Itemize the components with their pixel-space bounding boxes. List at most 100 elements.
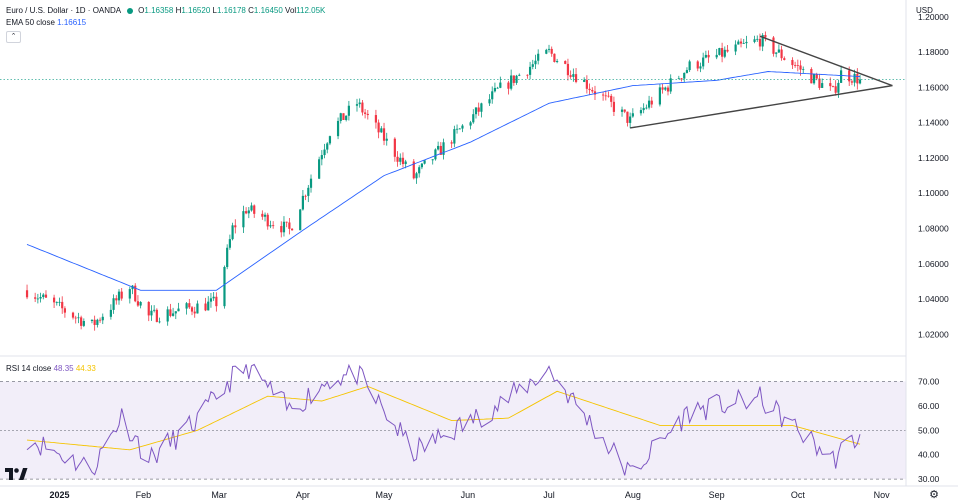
- candle[interactable]: [629, 112, 632, 129]
- candle[interactable]: [377, 119, 380, 139]
- gear-icon[interactable]: ⚙: [929, 489, 939, 501]
- candle[interactable]: [34, 292, 37, 303]
- candle[interactable]: [528, 61, 532, 80]
- candle[interactable]: [401, 152, 405, 168]
- candle[interactable]: [704, 50, 707, 59]
- candle[interactable]: [80, 315, 83, 330]
- candle[interactable]: [415, 171, 418, 184]
- candle[interactable]: [434, 148, 437, 161]
- candle[interactable]: [650, 96, 653, 108]
- rsi-legend[interactable]: RSI 14 close 48.35 44.33: [6, 364, 96, 373]
- candle[interactable]: [36, 293, 39, 304]
- candle[interactable]: [393, 137, 396, 162]
- candle[interactable]: [364, 108, 367, 119]
- candle[interactable]: [666, 85, 670, 96]
- candle[interactable]: [810, 67, 813, 84]
- candle[interactable]: [491, 86, 494, 104]
- candle[interactable]: [153, 305, 156, 313]
- candle[interactable]: [326, 142, 329, 154]
- candle[interactable]: [850, 79, 854, 86]
- candle[interactable]: [510, 69, 513, 91]
- candle[interactable]: [556, 58, 559, 64]
- candle[interactable]: [775, 52, 778, 58]
- candle[interactable]: [812, 73, 816, 85]
- candle[interactable]: [472, 109, 475, 124]
- candle[interactable]: [661, 83, 664, 94]
- candle[interactable]: [323, 143, 326, 159]
- candle[interactable]: [74, 315, 77, 324]
- candle[interactable]: [574, 67, 578, 84]
- trendline[interactable]: [630, 84, 893, 129]
- candle[interactable]: [477, 102, 480, 116]
- candle[interactable]: [772, 35, 775, 57]
- ema-legend[interactable]: EMA 50 close 1.16615: [6, 18, 86, 28]
- candle[interactable]: [93, 315, 96, 331]
- candle[interactable]: [469, 120, 472, 130]
- candle[interactable]: [52, 294, 56, 309]
- candle[interactable]: [250, 202, 253, 212]
- candle[interactable]: [802, 66, 805, 74]
- candle[interactable]: [585, 75, 588, 94]
- candle[interactable]: [228, 234, 231, 250]
- rsi-pane[interactable]: [0, 363, 906, 480]
- candle[interactable]: [620, 106, 624, 117]
- candle[interactable]: [764, 31, 767, 42]
- candle[interactable]: [518, 73, 521, 77]
- candle[interactable]: [702, 52, 705, 70]
- candle[interactable]: [261, 210, 264, 220]
- candle[interactable]: [112, 294, 115, 314]
- candle[interactable]: [150, 305, 153, 321]
- candle[interactable]: [366, 110, 369, 120]
- candle[interactable]: [458, 127, 461, 130]
- candle[interactable]: [720, 42, 724, 63]
- tradingview-logo-icon[interactable]: [4, 466, 28, 482]
- candle[interactable]: [166, 306, 169, 326]
- candle[interactable]: [399, 153, 402, 166]
- candle[interactable]: [480, 102, 483, 118]
- candle[interactable]: [534, 54, 537, 69]
- candle[interactable]: [420, 162, 423, 170]
- candle[interactable]: [339, 112, 342, 124]
- candle[interactable]: [569, 70, 572, 79]
- candle[interactable]: [418, 165, 421, 178]
- candle[interactable]: [450, 140, 453, 148]
- candle[interactable]: [382, 122, 386, 146]
- candle[interactable]: [188, 298, 191, 309]
- candle[interactable]: [304, 194, 307, 201]
- candle[interactable]: [512, 75, 515, 86]
- candle[interactable]: [474, 107, 478, 119]
- candle[interactable]: [547, 44, 551, 53]
- candle[interactable]: [71, 311, 75, 320]
- candle[interactable]: [726, 45, 729, 53]
- candle[interactable]: [328, 135, 332, 146]
- candle[interactable]: [266, 212, 269, 230]
- candle[interactable]: [437, 141, 440, 151]
- candle[interactable]: [680, 77, 683, 82]
- rsi-ma-line[interactable]: [26, 385, 861, 451]
- candle[interactable]: [645, 104, 648, 110]
- candle[interactable]: [98, 317, 102, 323]
- candle[interactable]: [209, 293, 213, 308]
- candle[interactable]: [128, 286, 131, 304]
- candle[interactable]: [488, 94, 491, 106]
- candle[interactable]: [688, 59, 691, 72]
- candle[interactable]: [115, 295, 118, 305]
- candle[interactable]: [831, 85, 835, 88]
- candle[interactable]: [117, 289, 121, 305]
- candle[interactable]: [707, 50, 710, 63]
- candle[interactable]: [42, 293, 45, 300]
- candle[interactable]: [572, 68, 575, 82]
- candle[interactable]: [171, 307, 175, 317]
- candle[interactable]: [245, 207, 248, 215]
- candle[interactable]: [226, 244, 229, 270]
- candle[interactable]: [247, 207, 250, 219]
- candle[interactable]: [699, 62, 702, 73]
- candle[interactable]: [853, 69, 856, 87]
- candle[interactable]: [753, 35, 756, 44]
- candle[interactable]: [794, 61, 797, 68]
- candle[interactable]: [583, 77, 586, 83]
- candle[interactable]: [718, 47, 721, 56]
- candle[interactable]: [263, 212, 267, 222]
- candle[interactable]: [109, 304, 112, 320]
- candle[interactable]: [745, 35, 748, 49]
